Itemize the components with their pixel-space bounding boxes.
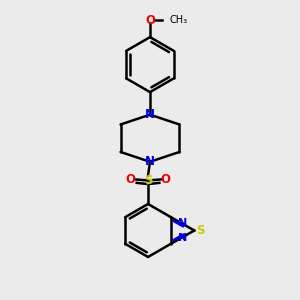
Text: N: N: [178, 233, 188, 243]
Text: O: O: [125, 173, 135, 186]
Text: N: N: [145, 155, 155, 168]
Text: N: N: [145, 108, 155, 121]
Text: CH₃: CH₃: [169, 15, 188, 26]
Text: N: N: [178, 218, 188, 228]
Text: O: O: [161, 173, 171, 186]
Text: O: O: [145, 14, 155, 27]
Text: S: S: [196, 224, 204, 237]
Text: S: S: [144, 174, 152, 187]
